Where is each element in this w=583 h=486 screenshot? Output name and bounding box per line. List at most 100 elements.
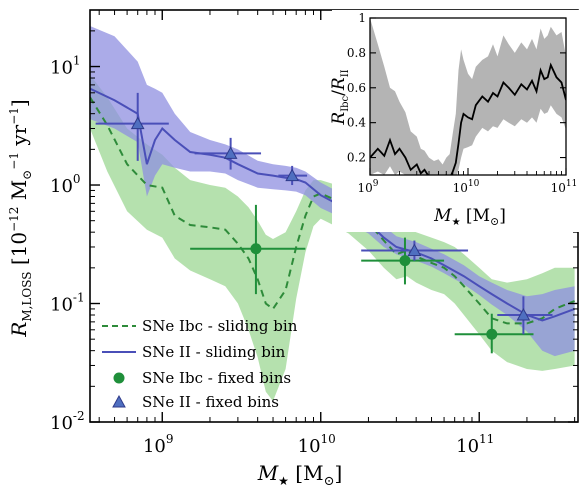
tick-base: 10 — [143, 436, 166, 457]
y-tick-label: 10-1 — [50, 291, 85, 316]
ii-fixed-point-3 — [361, 240, 469, 261]
legend-label: SNe II - sliding bin — [142, 343, 286, 361]
tick-base: 10 — [50, 58, 73, 79]
x-tick-label: 1011 — [456, 432, 494, 457]
main-lines — [90, 87, 575, 325]
tick-exponent: 0 — [73, 172, 81, 186]
axis-subscript: ★ — [452, 217, 461, 228]
inset-band — [370, 18, 566, 175]
axis-symbol: R — [329, 112, 349, 126]
inset-x-tick-label: 109 — [357, 179, 378, 195]
inset-y-tick-label: 0.2 — [347, 151, 366, 165]
axis-slash: / — [329, 90, 349, 96]
inset-x-tick-label: 1011 — [551, 179, 578, 195]
legend-entry-1: SNe II - sliding bin — [102, 343, 286, 361]
inset-line — [370, 62, 566, 175]
axis-symbol: R — [7, 322, 31, 338]
tick-exponent: 11 — [566, 179, 577, 189]
ii-fixed-point-4 — [497, 296, 553, 335]
x-tick-label: 109 — [143, 432, 174, 457]
y-tick-label: 10-2 — [50, 409, 85, 434]
y-axis-label: RM,LOSS [10−12 M⊙−1 yr−1] — [7, 99, 34, 337]
ii-point-marker — [285, 168, 299, 182]
axis-subscript: M,LOSS — [20, 272, 34, 322]
ibc-point-marker — [399, 255, 411, 267]
ii-fixed-point-2 — [278, 165, 308, 186]
ratio-band — [370, 18, 566, 175]
axis-unit: [M — [289, 461, 324, 485]
inset-y-axis-label: RIbc/RII — [329, 69, 351, 125]
main-points — [95, 92, 553, 354]
legend-circle-swatch — [113, 372, 125, 384]
ibc-sliding-line — [90, 96, 575, 325]
legend-label: SNe Ibc - sliding bin — [142, 317, 298, 335]
ibc-fixed-point-2 — [454, 313, 534, 354]
tick-base: 10 — [357, 181, 372, 195]
tick-base: 10 — [50, 295, 73, 316]
ibc-point-marker — [486, 328, 498, 340]
axis-symbol: R — [329, 77, 349, 91]
axis-exponent: −1 — [7, 107, 21, 125]
y-tick-label: 100 — [50, 172, 81, 197]
tick-base: 10 — [551, 181, 566, 195]
ratio-line — [370, 62, 566, 175]
axis-unit-close: ] — [334, 461, 342, 485]
axis-subscript: ★ — [278, 474, 289, 486]
tick-base: 10 — [50, 413, 73, 434]
x-axis-label: M★ [M⊙] — [257, 461, 343, 486]
ii-fixed-point-0 — [95, 92, 169, 161]
axis-unit-close: ] — [7, 99, 31, 107]
tick-exponent: 10 — [321, 432, 336, 446]
x-tick-label: 1010 — [298, 432, 336, 457]
tick-exponent: 1 — [73, 54, 81, 68]
axis-unit: [M — [461, 206, 490, 226]
tick-base: 10 — [298, 436, 321, 457]
ibc-band — [90, 74, 575, 402]
inset-y-tick-label: 1 — [358, 11, 366, 25]
ii-point-marker — [407, 243, 422, 257]
inset-x-tick-label: 1010 — [453, 179, 480, 195]
tick-exponent: -1 — [73, 291, 85, 305]
legend-label: SNe II - fixed bins — [142, 393, 279, 411]
ii-point-marker — [516, 307, 531, 321]
axis-unit: M — [7, 180, 31, 207]
legend-label: SNe Ibc - fixed bins — [142, 369, 291, 387]
ii-point-marker — [223, 146, 238, 159]
ii-point-marker — [130, 116, 145, 130]
axis-subscript: II — [340, 69, 351, 77]
axis-symbol: M — [433, 206, 452, 226]
tick-exponent: -2 — [73, 409, 85, 423]
y-tick-label: 101 — [50, 54, 81, 79]
axis-unit-close: ] — [499, 206, 506, 226]
axis-exponent: −12 — [7, 207, 21, 232]
legend-entry-0: SNe Ibc - sliding bin — [102, 317, 298, 335]
ibc-fixed-point-0 — [190, 204, 306, 295]
tick-base: 10 — [453, 181, 468, 195]
axis-subscript: Ibc — [340, 95, 351, 111]
legend-triangle-swatch — [112, 394, 126, 408]
tick-base: 10 — [456, 436, 479, 457]
tick-base: 10 — [50, 176, 73, 197]
axis-unit-subscript: ⊙ — [490, 215, 499, 228]
legend-entry-3: SNe II - fixed bins — [112, 393, 279, 411]
ii-fixed-point-1 — [194, 137, 262, 170]
inset-y-tick-label: 0.4 — [347, 116, 366, 130]
axis-exponent: −1 — [7, 152, 21, 170]
axis-symbol: M — [257, 461, 279, 485]
inset-y-tick-label: 0.8 — [347, 46, 366, 60]
axis-unit: [10 — [7, 232, 31, 272]
legend: SNe Ibc - sliding bin SNe II - sliding bi… — [102, 317, 298, 411]
tick-exponent: 10 — [468, 179, 480, 189]
axis-subscript: ⊙ — [20, 170, 34, 180]
inset-x-axis-label: M★ [M⊙] — [433, 206, 506, 228]
legend-entry-2: SNe Ibc - fixed bins — [113, 369, 291, 387]
ibc-fixed-point-1 — [361, 237, 445, 285]
ii-sliding-line — [90, 87, 575, 322]
axis-unit: yr — [7, 124, 31, 152]
tick-exponent: 9 — [373, 179, 379, 189]
tick-exponent: 9 — [166, 432, 174, 446]
axis-unit-subscript: ⊙ — [324, 474, 335, 486]
